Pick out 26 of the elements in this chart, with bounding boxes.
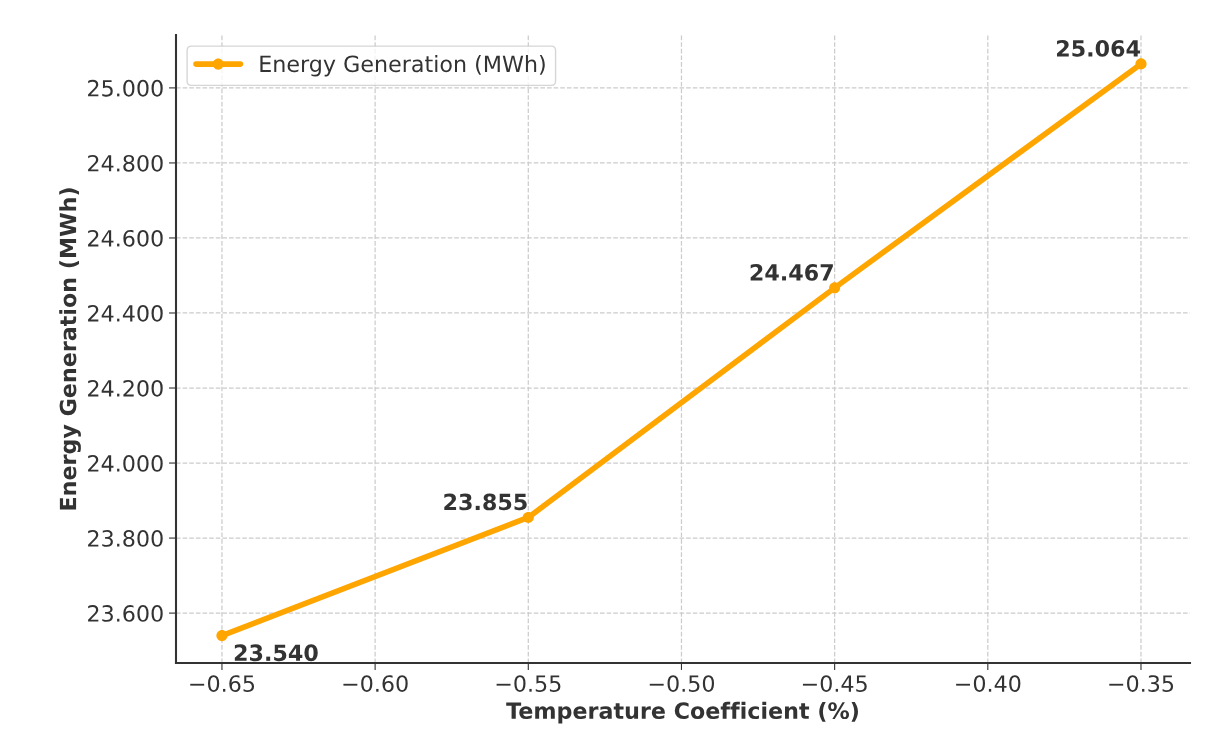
y-tick-label: 23.800 xyxy=(88,530,163,547)
point xyxy=(829,282,841,294)
y-tick-label: 24.800 xyxy=(88,154,163,172)
point xyxy=(1135,58,1147,70)
y-tick-label: 24.000 xyxy=(88,455,163,472)
point xyxy=(216,630,228,642)
y-axis-title: Energy Generation (MWh) xyxy=(59,188,81,510)
y-tick-label: 23.600 xyxy=(88,605,163,622)
data-label: 24.467 xyxy=(750,263,833,281)
x-tick-label: −0.60 xyxy=(343,675,408,693)
y-tick-label: 24.400 xyxy=(88,304,163,322)
y-tick-label: 25.000 xyxy=(88,79,163,97)
data-label: 23.540 xyxy=(234,644,318,662)
x-tick-label: −0.65 xyxy=(190,675,255,693)
x-tick-label: −0.40 xyxy=(956,675,1021,693)
x-tick-label: −0.35 xyxy=(1109,675,1174,693)
data-label: 23.855 xyxy=(444,493,527,511)
legend-label: Energy Generation (MWh) xyxy=(260,55,545,77)
x-axis-title: Temperature Coefficient (%) xyxy=(506,701,858,724)
y-tick-label: 24.600 xyxy=(88,229,163,247)
data-label: 25.064 xyxy=(1056,39,1140,57)
x-tick-label: −0.45 xyxy=(802,675,867,693)
x-tick-label: −0.50 xyxy=(649,675,715,693)
y-tick-label: 24.200 xyxy=(88,379,163,397)
x-tick-label: −0.55 xyxy=(496,675,561,693)
point xyxy=(522,511,534,523)
